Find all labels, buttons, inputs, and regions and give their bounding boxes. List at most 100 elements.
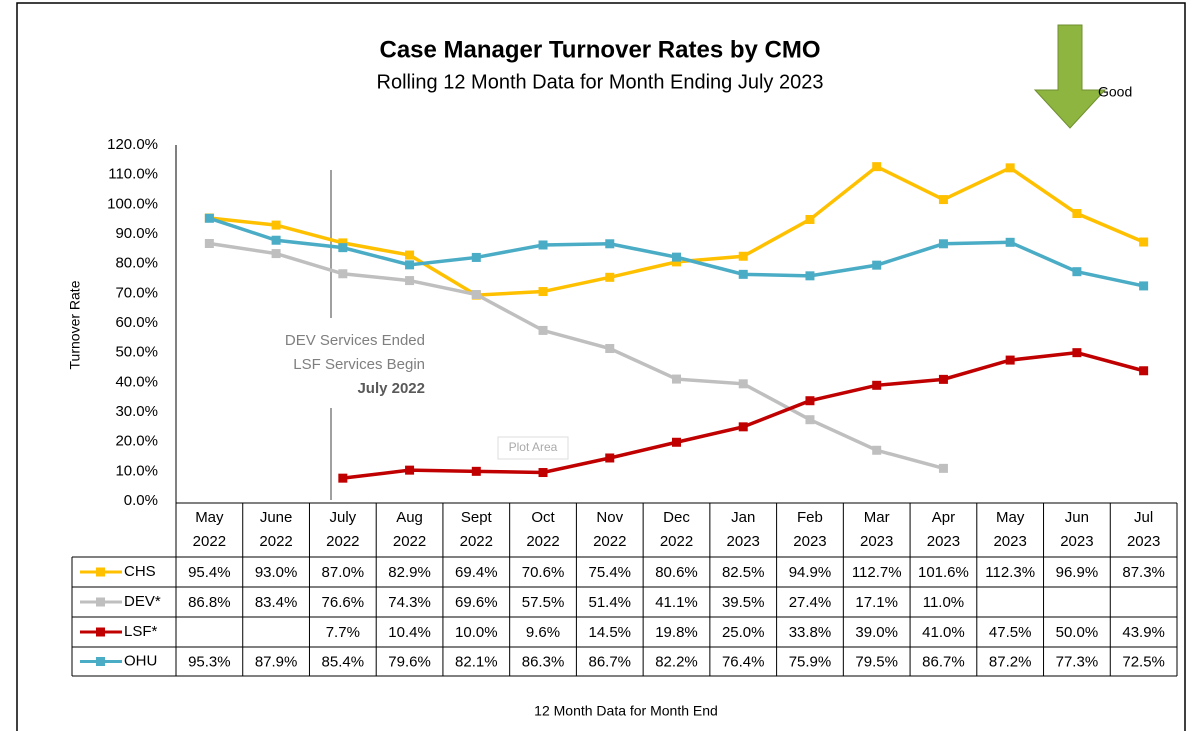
x-tick-label: May 2023 — [993, 509, 1027, 550]
table-value: 112.3% — [985, 564, 1035, 581]
legend-marker — [96, 627, 105, 637]
chart-border — [16, 2, 1186, 731]
table-value: 74.3% — [388, 594, 431, 611]
table-value: 41.0% — [922, 624, 965, 641]
point-marker — [805, 214, 815, 224]
point-marker — [605, 344, 615, 354]
point-marker — [605, 272, 615, 282]
table-value: 86.8% — [188, 594, 231, 611]
point-marker — [1139, 281, 1149, 291]
table-value: 11.0% — [923, 594, 964, 611]
annotation: LSF Services Begin — [293, 356, 425, 373]
table-value: 80.6% — [655, 564, 698, 581]
table-value: 14.5% — [588, 624, 631, 641]
table-value: 57.5% — [522, 594, 565, 611]
table-value: 82.5% — [722, 564, 765, 581]
point-marker — [1072, 209, 1082, 219]
table-value: 19.8% — [655, 624, 698, 641]
chart-subtitle: Rolling 12 Month Data for Month Ending J… — [377, 71, 824, 93]
table-value: 82.2% — [655, 653, 698, 670]
table-value: 9.6% — [526, 624, 560, 641]
tooltip-text: Plot Area — [509, 440, 558, 454]
legend-marker — [96, 597, 105, 607]
table-value: 86.3% — [522, 653, 565, 670]
table-value: 25.0% — [722, 624, 765, 641]
point-marker — [872, 380, 882, 390]
point-marker — [805, 271, 815, 281]
table-value: 76.6% — [322, 594, 365, 611]
point-marker — [204, 213, 214, 223]
table-value: 10.0% — [455, 624, 498, 641]
table-value: 82.1% — [455, 653, 498, 670]
y-tick-label: 70.0% — [115, 284, 158, 301]
legend-marker — [96, 567, 105, 577]
x-tick-label: Dec 2022 — [659, 509, 694, 550]
y-axis-label: Turnover Rate — [67, 280, 83, 369]
table-value: 47.5% — [989, 624, 1032, 641]
x-tick-label: Jun 2023 — [1060, 509, 1094, 550]
point-marker — [672, 374, 681, 384]
y-tick-label: 50.0% — [115, 344, 158, 361]
y-tick-label: 0.0% — [124, 492, 158, 509]
point-marker — [1139, 366, 1149, 376]
table-value: 87.3% — [1122, 564, 1165, 581]
x-tick-label: May 2022 — [192, 509, 227, 550]
point-marker — [1005, 355, 1015, 365]
table-value: 101.6% — [918, 564, 969, 581]
x-tick-label: Jan 2023 — [726, 509, 760, 550]
legend-label: OHU — [124, 652, 157, 669]
point-marker — [805, 415, 815, 425]
table-value: 75.9% — [789, 653, 832, 670]
table-value: 50.0% — [1056, 624, 1099, 641]
x-tick-label: Apr 2023 — [926, 509, 961, 550]
point-marker — [538, 468, 548, 478]
point-marker — [471, 252, 481, 262]
point-marker — [672, 437, 681, 447]
point-marker — [271, 249, 281, 259]
point-marker — [872, 162, 882, 172]
point-marker — [1005, 163, 1015, 173]
table-value: 96.9% — [1056, 564, 1099, 581]
table-value: 85.4% — [322, 653, 365, 670]
point-marker — [538, 325, 548, 335]
table-value: 39.5% — [722, 594, 765, 611]
point-marker — [938, 239, 948, 249]
point-marker — [938, 463, 948, 473]
point-marker — [1139, 237, 1149, 247]
point-marker — [805, 396, 815, 406]
point-marker — [338, 238, 348, 248]
x-tick-label: Feb 2023 — [793, 509, 827, 550]
table-value: 93.0% — [255, 564, 298, 581]
table-value: 86.7% — [588, 653, 631, 670]
y-tick-label: 100.0% — [107, 195, 158, 212]
y-tick-label: 60.0% — [115, 314, 158, 331]
point-marker — [405, 250, 415, 260]
point-marker — [405, 260, 415, 270]
series-line — [342, 350, 1145, 480]
point-marker — [338, 473, 348, 483]
point-marker — [938, 195, 948, 205]
table-value: 7.7% — [326, 624, 360, 641]
x-tick-label: Nov 2022 — [593, 509, 627, 550]
y-tick-label: 30.0% — [115, 403, 158, 420]
table-value: 83.4% — [255, 594, 298, 611]
table-value: 72.5% — [1122, 653, 1165, 670]
point-marker — [405, 465, 415, 475]
x-axis-label: 12 Month Data for Month End — [534, 703, 718, 719]
x-tick-label: Oct 2022 — [526, 509, 560, 550]
table-value: 33.8% — [789, 624, 832, 641]
table-value: 69.4% — [455, 564, 498, 581]
point-marker — [605, 239, 615, 249]
x-tick-label: Mar 2023 — [860, 509, 894, 550]
x-tick-label: June 2022 — [259, 509, 293, 550]
table-value: 94.9% — [789, 564, 832, 581]
x-tick-label: Aug 2022 — [392, 509, 427, 550]
legend-marker — [96, 657, 105, 666]
table-value: 10.4% — [388, 624, 431, 641]
legend-label: LSF* — [124, 623, 158, 640]
table-value: 27.4% — [789, 594, 832, 611]
point-marker — [738, 269, 748, 279]
point-marker — [271, 235, 281, 245]
point-marker — [271, 220, 281, 230]
